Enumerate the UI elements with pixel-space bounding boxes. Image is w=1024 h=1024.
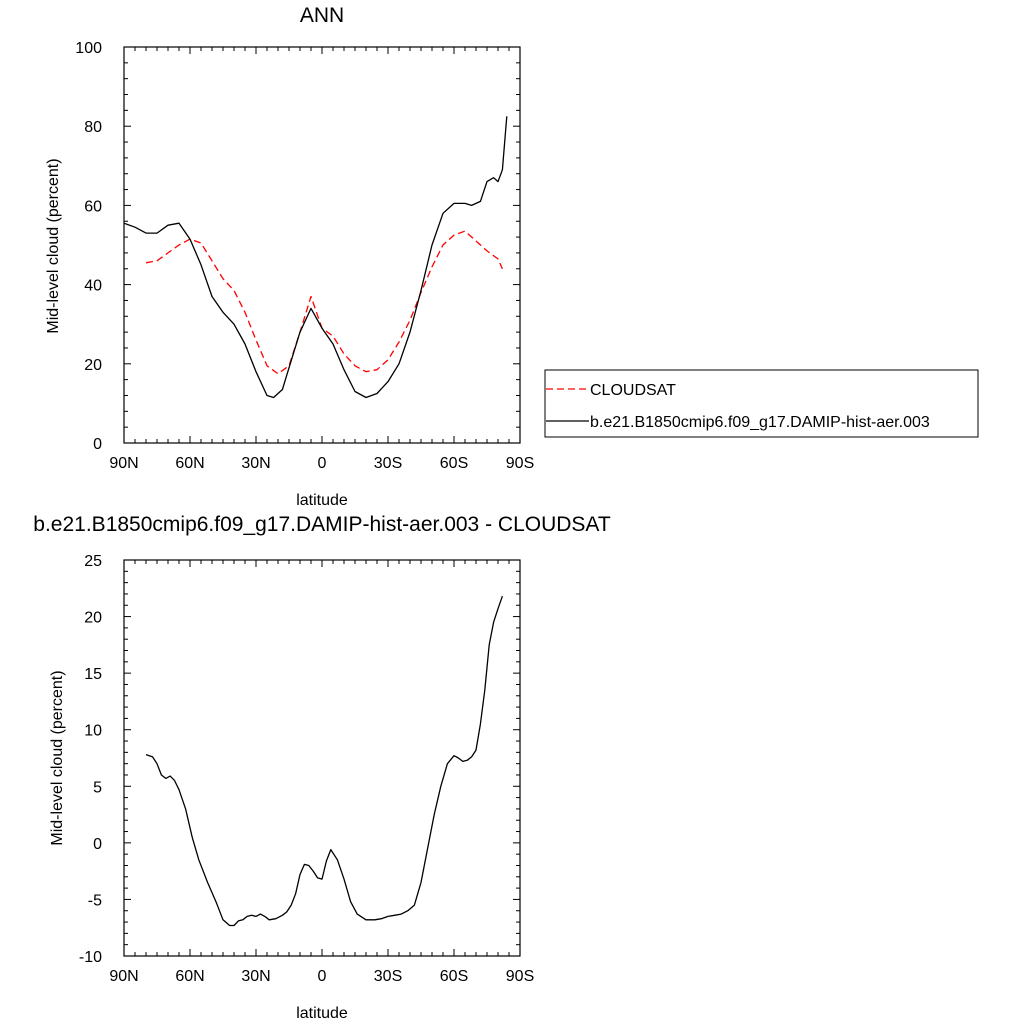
x-tick-label: 90N (109, 968, 138, 985)
plot-frame (123, 46, 521, 444)
y-tick-label: -5 (88, 892, 102, 909)
y-tick-label: -10 (79, 949, 102, 966)
x-tick-label: 60N (175, 455, 204, 472)
x-tick-label: 0 (318, 968, 327, 985)
y-tick-label: 80 (84, 119, 102, 136)
bottom-chart: b.e21.B1850cmip6.f09_g17.DAMIP-hist-aer.… (33, 513, 611, 1022)
y-tick-label: 10 (84, 723, 102, 740)
y-tick-label: 20 (84, 357, 102, 374)
x-tick-label: 30N (241, 968, 270, 985)
y-tick-label: 0 (93, 836, 102, 853)
legend: CLOUDSAT b.e21.B1850cmip6.f09_g17.DAMIP-… (544, 369, 979, 438)
y-tick-label: 25 (84, 553, 102, 570)
bottom-chart-axes: 90N 60N 30N 0 30S 60S 90S -10 -5 0 5 10 15 20 25 (79, 553, 534, 985)
top-chart-title: ANN (300, 4, 344, 27)
top-chart-xlabel: latitude (296, 492, 348, 509)
series-line-difference (145, 595, 504, 927)
legend-box (544, 369, 979, 438)
x-tick-label: 30N (241, 455, 270, 472)
y-tick-label: 5 (93, 779, 102, 796)
x-tick-label: 60S (440, 455, 468, 472)
x-tick-label: 90S (506, 455, 534, 472)
y-tick-label: 0 (93, 436, 102, 453)
x-tick-label: 30S (374, 968, 402, 985)
y-tick-label: 100 (75, 40, 102, 57)
bottom-chart-xlabel: latitude (296, 1005, 348, 1022)
x-tick-label: 0 (318, 455, 327, 472)
x-tick-label: 60S (440, 968, 468, 985)
y-tick-label: 40 (84, 278, 102, 295)
top-chart-axes: 90N 60N 30N 0 30S 60S 90S 0 20 40 60 80 100 (75, 40, 534, 472)
legend-label-model: b.e21.B1850cmip6.f09_g17.DAMIP-hist-aer.… (590, 414, 930, 431)
x-tick-label: 30S (374, 455, 402, 472)
bottom-chart-title: b.e21.B1850cmip6.f09_g17.DAMIP-hist-aer.… (33, 513, 611, 536)
x-tick-label: 90N (109, 455, 138, 472)
top-chart-series (123, 116, 508, 399)
series-line-cloudsat (145, 230, 503, 375)
x-tick-label: 60N (175, 968, 204, 985)
y-tick-label: 20 (84, 610, 102, 627)
y-tick-label: 15 (84, 666, 102, 683)
bottom-chart-ylabel: Mid-level cloud (percent) (49, 670, 66, 845)
plot-frame (123, 559, 521, 957)
series-line-model (123, 116, 508, 399)
x-tick-label: 90S (506, 968, 534, 985)
y-tick-label: 60 (84, 198, 102, 215)
legend-label-cloudsat: CLOUDSAT (590, 382, 676, 399)
bottom-chart-series (145, 595, 504, 927)
top-chart-ylabel: Mid-level cloud (percent) (45, 158, 62, 333)
top-chart: ANN latitude Mid-level cloud (percent) 9… (45, 4, 534, 509)
